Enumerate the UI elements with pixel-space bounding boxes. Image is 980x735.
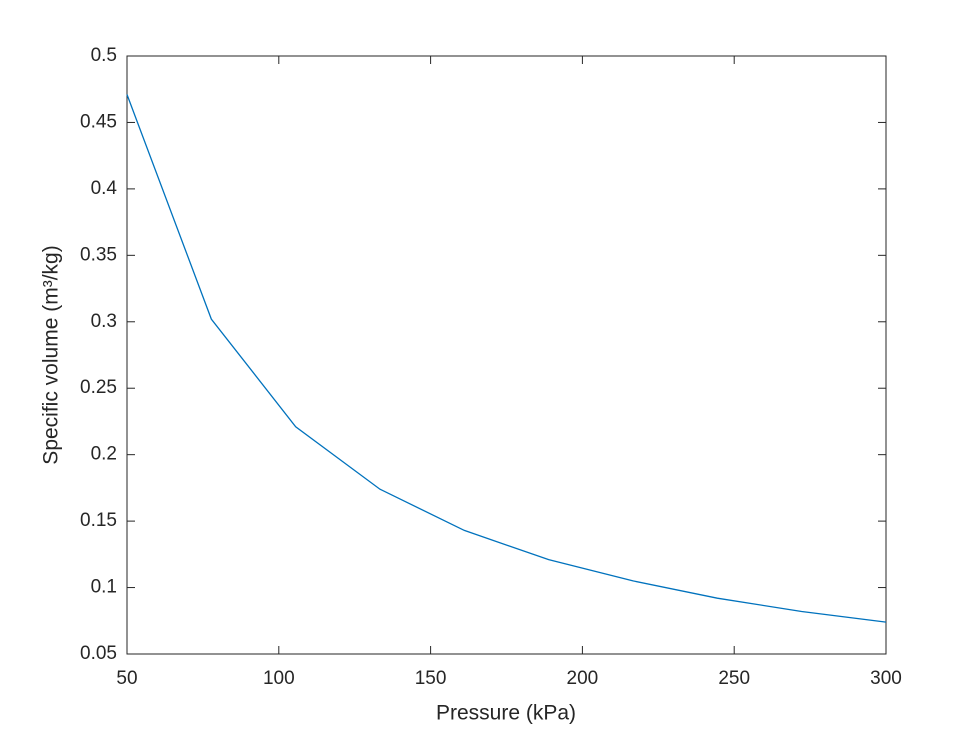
y-tick-label: 0.35 (80, 244, 117, 265)
y-tick-label: 0.1 (91, 577, 117, 598)
y-tick-label: 0.5 (91, 45, 117, 66)
y-tick-label: 0.45 (80, 111, 117, 132)
y-axis-label: Specific volume (m³/kg) (40, 245, 63, 464)
y-tick-label: 0.05 (80, 643, 117, 664)
x-tick-label: 100 (263, 668, 295, 689)
y-tick-label: 0.4 (91, 178, 118, 199)
x-tick-label: 50 (116, 668, 137, 689)
y-tick-label: 0.25 (80, 377, 117, 398)
y-tick-label: 0.2 (91, 444, 117, 465)
x-axis-label: Pressure (kPa) (436, 702, 576, 725)
y-tick-label: 0.3 (91, 311, 117, 332)
plot-frame (126, 55, 887, 655)
data-line (126, 94, 887, 623)
y-tick-label: 0.15 (80, 510, 117, 531)
x-tick-label: 150 (415, 668, 447, 689)
x-tick-label: 250 (718, 668, 750, 689)
x-tick-label: 200 (567, 668, 599, 689)
x-tick-label: 300 (870, 668, 902, 689)
